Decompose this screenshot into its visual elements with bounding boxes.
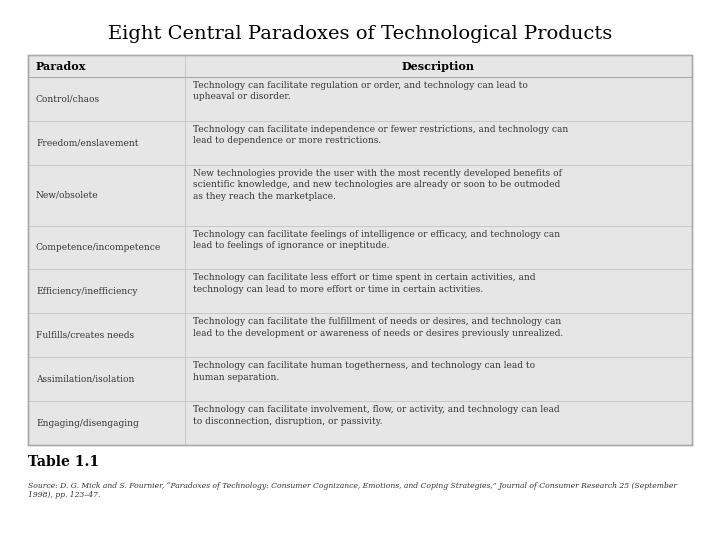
Text: Technology can facilitate involvement, flow, or activity, and technology can lea: Technology can facilitate involvement, f… bbox=[193, 405, 559, 426]
Text: Freedom/enslavement: Freedom/enslavement bbox=[36, 138, 138, 147]
Text: Technology can facilitate less effort or time spent in certain activities, and
t: Technology can facilitate less effort or… bbox=[193, 273, 536, 294]
Text: Paradox: Paradox bbox=[36, 60, 86, 71]
Text: Table 1.1: Table 1.1 bbox=[28, 455, 99, 469]
Text: Fulfills/creates needs: Fulfills/creates needs bbox=[36, 331, 134, 340]
Text: Technology can facilitate regulation or order, and technology can lead to
upheav: Technology can facilitate regulation or … bbox=[193, 81, 528, 102]
Text: Technology can facilitate human togetherness, and technology can lead to
human s: Technology can facilitate human together… bbox=[193, 361, 535, 382]
Text: Description: Description bbox=[402, 60, 475, 71]
Text: New technologies provide the user with the most recently developed benefits of
s: New technologies provide the user with t… bbox=[193, 169, 562, 201]
Text: Efficiency/inefficiency: Efficiency/inefficiency bbox=[36, 287, 138, 296]
Text: Source: D. G. Mick and S. Fournier, “Paradoxes of Technology: Consumer Cognizanc: Source: D. G. Mick and S. Fournier, “Par… bbox=[28, 482, 677, 499]
Text: Technology can facilitate independence or fewer restrictions, and technology can: Technology can facilitate independence o… bbox=[193, 125, 568, 145]
Text: Competence/incompetence: Competence/incompetence bbox=[36, 243, 161, 252]
Text: Engaging/disengaging: Engaging/disengaging bbox=[36, 418, 139, 428]
Text: New/obsolete: New/obsolete bbox=[36, 191, 99, 200]
Text: Technology can facilitate feelings of intelligence or efficacy, and technology c: Technology can facilitate feelings of in… bbox=[193, 230, 560, 250]
Text: Assimilation/isolation: Assimilation/isolation bbox=[36, 375, 135, 383]
Text: Eight Central Paradoxes of Technological Products: Eight Central Paradoxes of Technological… bbox=[108, 25, 612, 43]
Bar bbox=[28, 55, 692, 445]
Text: Control/chaos: Control/chaos bbox=[36, 94, 100, 104]
Text: Technology can facilitate the fulfillment of needs or desires, and technology ca: Technology can facilitate the fulfillmen… bbox=[193, 318, 563, 338]
